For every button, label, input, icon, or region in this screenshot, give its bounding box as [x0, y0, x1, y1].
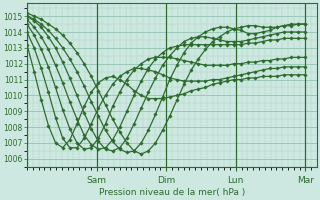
- X-axis label: Pression niveau de la mer( hPa ): Pression niveau de la mer( hPa ): [99, 188, 245, 197]
